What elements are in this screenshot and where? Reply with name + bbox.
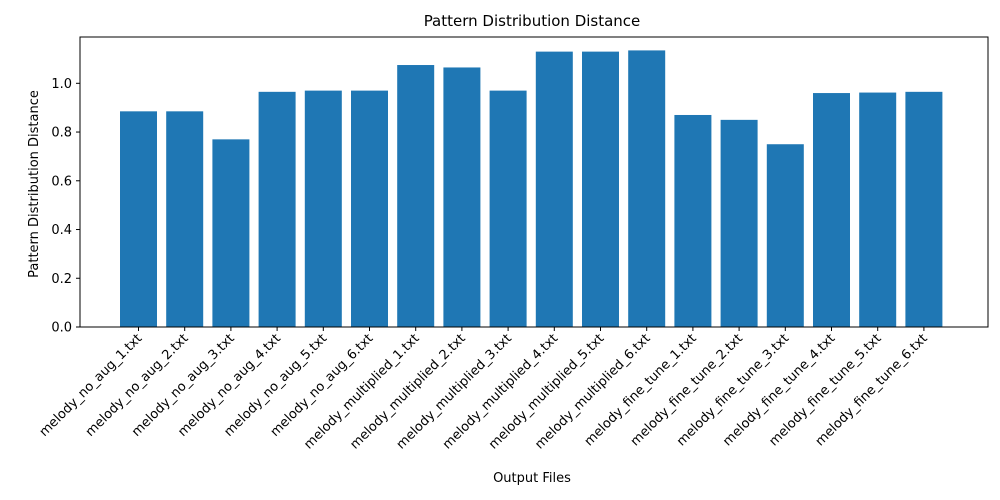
bar-melody_fine_tune_1.txt xyxy=(674,114,712,328)
y-tick-label: 0.6 xyxy=(51,174,72,189)
bar-melody_fine_tune_4.txt xyxy=(813,93,850,328)
bar-melody_no_aug_2.txt xyxy=(166,111,204,327)
bar-melody_multiplied_5.txt xyxy=(582,51,619,327)
y-axis-label: Pattern Distribution Distance xyxy=(27,90,42,278)
bar-melody_no_aug_6.txt xyxy=(351,90,388,327)
x-axis-label: Output Files xyxy=(493,471,571,486)
y-tick-label: 0.4 xyxy=(51,223,72,238)
y-tick-label: 0.8 xyxy=(51,126,72,141)
bar-melody_no_aug_5.txt xyxy=(304,90,342,327)
bar-melody_multiplied_3.txt xyxy=(489,90,527,327)
bars-group xyxy=(120,50,943,328)
bar-melody_multiplied_2.txt xyxy=(443,67,481,327)
y-tick-label: 1.0 xyxy=(51,77,72,92)
chart-title: Pattern Distribution Distance xyxy=(424,12,641,30)
bar-melody_fine_tune_5.txt xyxy=(859,92,897,328)
y-axis: 0.0 0.2 0.4 0.6 0.8 1.0 xyxy=(51,77,80,336)
x-axis: melody_no_aug_1.txtmelody_no_aug_2.txtme… xyxy=(37,327,931,452)
bar-melody_multiplied_1.txt xyxy=(397,65,435,327)
y-tick-label: 0.0 xyxy=(51,321,72,336)
bar-melody_fine_tune_3.txt xyxy=(766,144,804,327)
bar-melody_fine_tune_6.txt xyxy=(905,91,943,327)
bar-melody_multiplied_6.txt xyxy=(628,50,666,328)
y-tick-label: 0.2 xyxy=(51,272,72,287)
bar-melody_no_aug_4.txt xyxy=(258,91,296,327)
bar-melody_no_aug_1.txt xyxy=(120,111,157,327)
bar-melody_fine_tune_2.txt xyxy=(720,119,758,327)
plot-frame xyxy=(79,36,989,328)
bar-melody_multiplied_4.txt xyxy=(535,51,573,327)
bar-melody_no_aug_3.txt xyxy=(212,139,250,327)
